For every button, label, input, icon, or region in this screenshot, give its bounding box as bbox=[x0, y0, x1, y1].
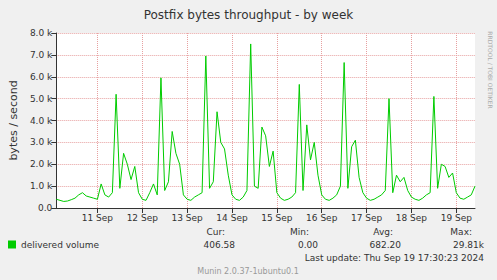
svg-text:Last update: Thu Sep 19 17:30:: Last update: Thu Sep 19 17:30:23 2024 bbox=[305, 253, 485, 263]
svg-text:Cur:: Cur: bbox=[206, 227, 225, 237]
svg-text:11 Sep: 11 Sep bbox=[82, 213, 114, 223]
svg-text:Postfix bytes throughput - by: Postfix bytes throughput - by week bbox=[144, 8, 354, 22]
svg-text:682.20: 682.20 bbox=[370, 240, 402, 250]
svg-text:7.0 k: 7.0 k bbox=[30, 50, 53, 60]
svg-text:13 Sep: 13 Sep bbox=[171, 213, 203, 223]
svg-text:18 Sep: 18 Sep bbox=[396, 213, 428, 223]
svg-text:17 Sep: 17 Sep bbox=[351, 213, 383, 223]
svg-text:0.00: 0.00 bbox=[298, 240, 318, 250]
svg-text:2.0 k: 2.0 k bbox=[30, 159, 53, 169]
svg-text:5.0 k: 5.0 k bbox=[30, 94, 53, 104]
svg-text:Avg:: Avg: bbox=[373, 227, 393, 237]
svg-text:Min:: Min: bbox=[290, 227, 309, 237]
svg-text:16 Sep: 16 Sep bbox=[306, 213, 338, 223]
svg-text:12 Sep: 12 Sep bbox=[127, 213, 159, 223]
svg-text:19 Sep: 19 Sep bbox=[441, 213, 473, 223]
svg-text:14 Sep: 14 Sep bbox=[216, 213, 248, 223]
svg-text:3.0 k: 3.0 k bbox=[30, 137, 53, 147]
svg-text:406.58: 406.58 bbox=[204, 240, 236, 250]
svg-text:29.81k: 29.81k bbox=[453, 240, 485, 250]
svg-text:Max:: Max: bbox=[450, 227, 472, 237]
svg-text:1.0 k: 1.0 k bbox=[30, 181, 53, 191]
svg-text:bytes / second: bytes / second bbox=[7, 80, 20, 160]
svg-text:RRDTOOL / TOBI OETIKER: RRDTOOL / TOBI OETIKER bbox=[487, 31, 494, 108]
svg-text:0.0: 0.0 bbox=[38, 203, 53, 213]
svg-text:15 Sep: 15 Sep bbox=[261, 213, 293, 223]
svg-text:delivered volume: delivered volume bbox=[21, 240, 100, 250]
svg-text:6.0 k: 6.0 k bbox=[30, 72, 53, 82]
svg-text:Munin 2.0.37-1ubuntu0.1: Munin 2.0.37-1ubuntu0.1 bbox=[197, 267, 299, 276]
svg-text:4.0 k: 4.0 k bbox=[30, 116, 53, 126]
svg-text:8.0 k: 8.0 k bbox=[30, 28, 53, 38]
